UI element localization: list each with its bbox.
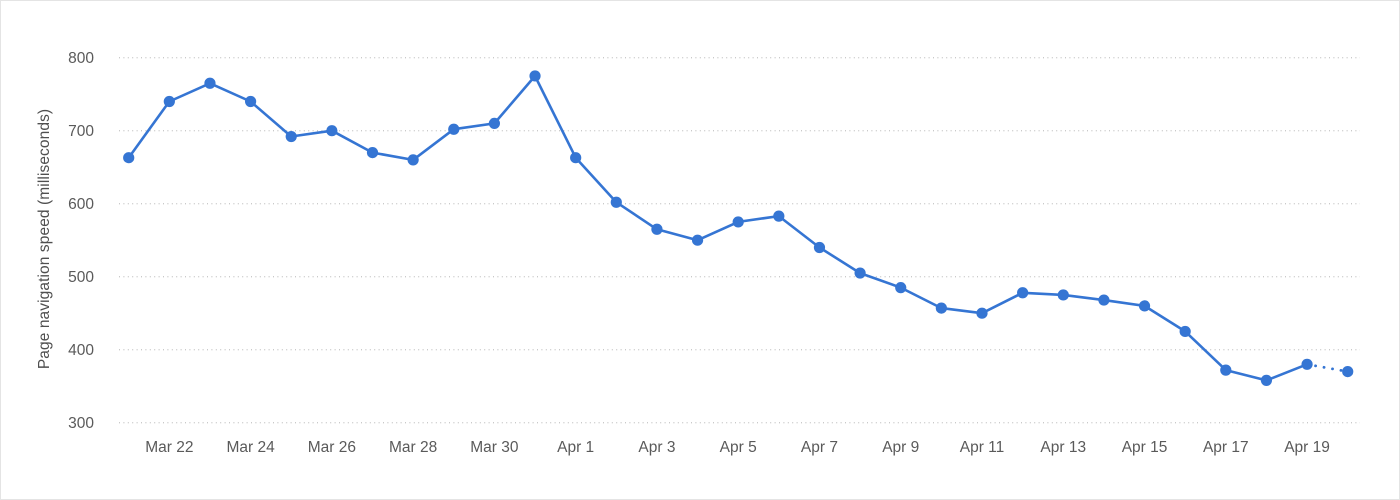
x-tick-label: Apr 5 <box>720 439 757 456</box>
data-point <box>488 117 500 129</box>
x-tick-label: Mar 30 <box>470 439 519 456</box>
x-tick-label: Mar 22 <box>145 439 193 456</box>
y-tick-label: 500 <box>68 269 94 286</box>
data-point <box>1220 364 1232 376</box>
data-point <box>1179 325 1191 338</box>
series-line <box>127 74 1309 382</box>
data-point <box>935 302 947 314</box>
x-tick-label: Apr 13 <box>1040 439 1086 456</box>
data-point <box>1057 289 1069 301</box>
data-point <box>366 147 379 159</box>
x-tick-label: Apr 9 <box>882 439 919 456</box>
data-point <box>245 95 257 108</box>
y-tick-label: 700 <box>68 123 94 140</box>
data-point <box>976 307 988 319</box>
data-point <box>895 282 907 294</box>
data-point <box>570 152 582 164</box>
data-point <box>448 123 460 135</box>
x-tick-label: Mar 26 <box>308 439 356 456</box>
x-tick-label: Mar 24 <box>226 439 275 456</box>
y-tick-label: 600 <box>68 196 94 213</box>
data-point <box>1301 358 1313 370</box>
x-tick-label: Apr 7 <box>801 439 838 456</box>
data-point <box>529 70 541 82</box>
data-point <box>854 267 866 279</box>
data-point <box>651 223 663 235</box>
data-point <box>691 234 704 246</box>
data-point <box>1138 300 1151 312</box>
data-point <box>1342 366 1354 378</box>
y-tick-label: 400 <box>68 342 94 359</box>
y-tick-label: 300 <box>68 415 94 432</box>
data-point <box>285 130 297 143</box>
data-point <box>204 77 216 89</box>
data-point <box>1260 374 1273 386</box>
x-tick-label: Apr 15 <box>1122 439 1168 456</box>
data-point <box>813 241 826 254</box>
data-point <box>326 125 338 137</box>
x-tick-label: Apr 1 <box>557 439 594 456</box>
data-point <box>123 152 135 164</box>
x-tick-label: Apr 3 <box>638 439 675 456</box>
y-tick-label: 800 <box>68 50 94 67</box>
series-line-projected-segment <box>1305 362 1350 374</box>
x-tick-label: Apr 17 <box>1203 439 1249 456</box>
data-point <box>1017 287 1029 299</box>
data-point <box>163 95 175 108</box>
x-tick-label: Apr 11 <box>960 439 1005 456</box>
data-point <box>732 216 744 228</box>
data-point <box>407 154 419 166</box>
x-tick-label: Mar 28 <box>389 439 437 456</box>
data-point <box>773 210 785 222</box>
data-point <box>1098 294 1110 306</box>
data-point <box>610 196 622 208</box>
x-tick-label: Apr 19 <box>1284 439 1330 456</box>
